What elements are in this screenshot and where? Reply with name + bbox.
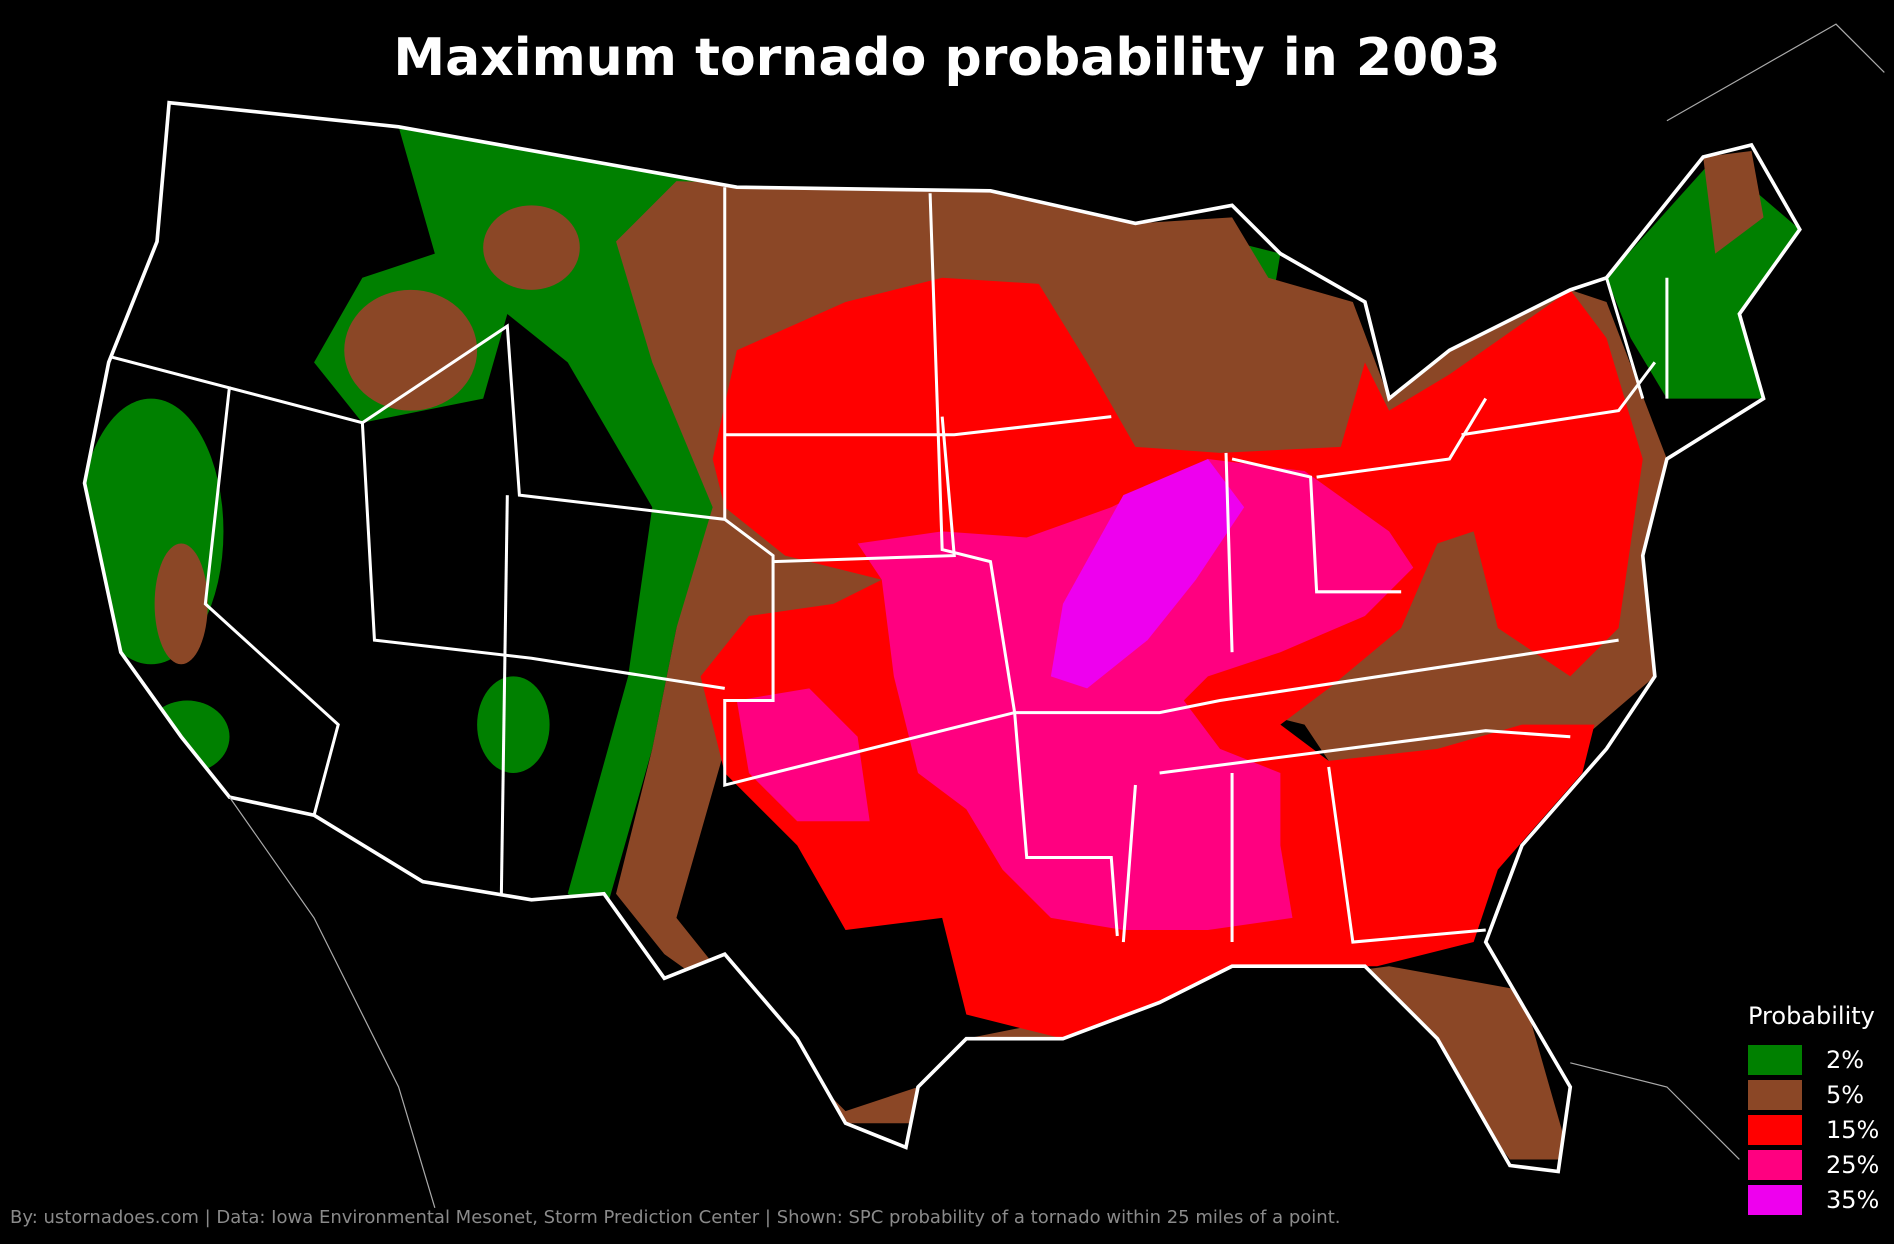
legend-swatch <box>1748 1114 1802 1145</box>
legend-swatch <box>1748 1184 1802 1215</box>
legend-label: 2% <box>1826 1045 1865 1074</box>
legend-swatch <box>1748 1149 1802 1180</box>
surrounding-coastlines <box>229 23 1885 1208</box>
legend-label: 15% <box>1826 1115 1880 1144</box>
region-35pct <box>1050 458 1245 689</box>
legend-swatch <box>1748 1079 1802 1110</box>
legend: Probability 2% 5% 15% 25% 35% <box>1748 1002 1879 1217</box>
legend-item-35pct: 35% <box>1748 1182 1879 1217</box>
map-title: Maximum tornado probability in 2003 <box>393 28 1501 88</box>
legend-item-2pct: 2% <box>1748 1042 1879 1077</box>
legend-swatch <box>1748 1044 1802 1075</box>
legend-label: 25% <box>1826 1150 1880 1179</box>
legend-item-25pct: 25% <box>1748 1147 1879 1182</box>
state-boundaries <box>108 187 1669 944</box>
source-credit: By: ustornadoes.com | Data: Iowa Environ… <box>10 1207 1341 1228</box>
legend-title: Probability <box>1748 1002 1875 1030</box>
legend-label: 5% <box>1826 1080 1865 1109</box>
legend-item-5pct: 5% <box>1748 1077 1879 1112</box>
legend-label: 35% <box>1826 1185 1880 1214</box>
legend-item-15pct: 15% <box>1748 1112 1879 1147</box>
region-25pct <box>736 458 1414 930</box>
